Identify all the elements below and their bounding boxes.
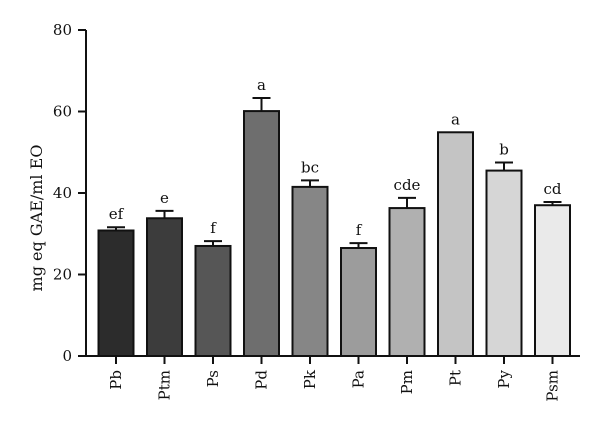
bar-psm — [534, 204, 571, 357]
significance-label: f — [210, 219, 217, 237]
y-axis: 0 20 40 60 80 — [53, 21, 87, 365]
y-axis-title: mg eq GAE/ml EO — [27, 145, 46, 292]
bar-ps — [194, 244, 232, 358]
x-tick-label: Ptm — [156, 370, 174, 400]
y-tick-label: 60 — [53, 103, 72, 121]
x-tick-label: Pt — [447, 370, 465, 386]
x-tick-label: Py — [495, 369, 513, 388]
significance-label: ef — [109, 205, 125, 223]
y-tick-label: 0 — [62, 347, 72, 365]
x-axis: Pb Ptm Ps Pd Pk Pa Pm Pt Py Psm — [86, 355, 580, 402]
bar-pt — [437, 131, 474, 357]
y-tick-label: 20 — [53, 266, 72, 284]
significance-label: a — [451, 110, 460, 128]
x-tick-label: Pd — [253, 370, 271, 390]
x-tick-label: Ps — [204, 370, 222, 387]
bar-pm — [388, 207, 426, 357]
bar-pk — [291, 185, 329, 357]
x-tick-label: Pa — [350, 370, 368, 388]
significance-label: cd — [543, 180, 561, 198]
bar-pd — [243, 110, 280, 357]
bar-py — [485, 169, 523, 357]
significance-label: bc — [301, 158, 319, 176]
x-tick-label: Pb — [107, 370, 125, 390]
y-tick-label: 40 — [53, 184, 72, 202]
bar-ptm — [146, 217, 183, 357]
bar-pb — [97, 229, 135, 358]
bar-pa — [340, 247, 377, 357]
x-tick-label: Pk — [301, 369, 319, 389]
x-tick-label: Psm — [544, 370, 562, 402]
significance-label: f — [356, 221, 363, 239]
x-tick-label: Pm — [398, 370, 416, 394]
y-tick-label: 80 — [53, 21, 72, 39]
significance-label: b — [499, 140, 509, 158]
significance-label: a — [257, 76, 266, 94]
significance-label: cde — [394, 176, 421, 194]
significance-label: e — [160, 189, 169, 207]
